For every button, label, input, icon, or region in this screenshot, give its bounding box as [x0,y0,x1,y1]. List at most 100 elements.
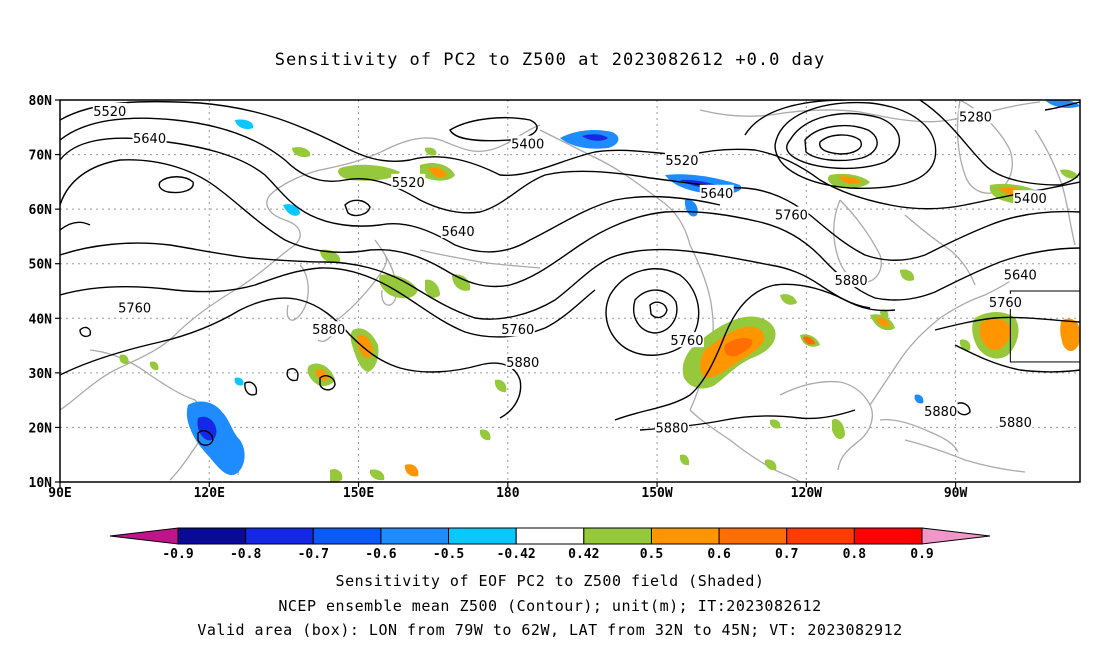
caption-line-3: Valid area (box): LON from 79W to 62W, L… [197,621,903,639]
lon-tick-label: 90E [48,486,71,501]
colorbar-tick-label: 0.6 [707,547,731,562]
contour-label-bg [958,108,993,124]
contour-labels: 5520 5640 5400 5520 5520 5640 5760 5280 5400 5640… [92,102,1048,436]
contour-label: 5760 [501,323,534,338]
colorbar-tick-label: -0.5 [433,547,464,562]
contour-5760 [60,242,771,320]
contour-label-bg [774,206,809,222]
colorbar-swatch [786,527,855,545]
cuba [879,419,959,453]
contour-label: 5760 [989,296,1022,311]
contour-small-japan-high [319,375,336,391]
contour-label: 5880 [506,356,539,371]
aleutians [419,249,541,269]
colorbar-swatch [650,527,720,545]
china-south-coast [89,349,207,481]
colorbar-left-arrow [109,527,179,545]
lat-tick-label: 10N [29,476,53,491]
negative-patch-aleutian [560,130,619,149]
colorbar-tick-label: -0.6 [365,547,396,562]
colorbar-tick-label: 0.7 [775,547,798,562]
colorbar-tick-label: 0.8 [843,547,867,562]
lat-tick-label: 30N [29,367,53,382]
contour-label: 5760 [670,334,703,349]
contour-label: 5400 [511,138,544,153]
lon-tick-label: 120E [194,486,225,501]
plot-frame [59,99,1081,483]
contour-low-canada-1 [786,112,901,170]
contour-label: 5880 [835,274,868,289]
contour-label-bg [510,135,545,151]
contour-small-asia-low [158,176,194,194]
contour-5520-east [689,148,1080,210]
contour-label: 5880 [655,421,688,436]
colorbar-swatch [515,527,585,545]
contour-label-bg [664,152,699,168]
colorbar-tick-label: -0.8 [230,547,261,562]
colorbar-swatch [312,527,382,545]
lat-tick-label: 80N [29,94,53,109]
contour-small-edge [60,221,92,338]
colorbar-swatch [448,527,517,545]
contour-label: 5520 [665,154,698,169]
colorbar-swatch [718,527,788,545]
contour-low-canada-3 [819,134,862,155]
contour-label: 5880 [999,416,1032,431]
contour-label-bg [505,353,540,369]
axes: 90E 120E 150E 180 150W 120W 90W 10N 20N 30N 40N 50N… [29,94,968,501]
korea-coast [286,264,309,321]
colorbar: -0.9 -0.8 -0.7 -0.6 -0.5 -0.42 0.42 0.5 0.6 0.7 0.… [109,527,991,562]
lon-tick-label: 180 [496,486,520,501]
na-west-coast [689,409,801,482]
contour-label-bg [655,419,689,435]
contour-label-bg [988,293,1023,309]
contour-small-sw-high [197,430,214,446]
contour-label-bg [923,403,958,419]
lon-tick-label: 150E [343,486,374,501]
colorbar-swatch [853,527,923,545]
contour-small-pac-high-1 [244,381,258,396]
contour-label: 5760 [118,301,151,316]
positive-patch-hudson [827,173,870,189]
contour-east-edge-2 [1044,101,1080,111]
positive-patch-north-america [682,316,776,389]
lat-tick-label: 70N [29,149,53,164]
contour-label: 5640 [1004,269,1037,284]
contour-label-bg [699,184,734,200]
positive-patch-siberia [292,147,455,181]
contour-label: 5400 [1014,192,1047,207]
lon-tick-label: 150W [641,486,672,501]
contour-label: 5880 [312,323,345,338]
contour-label: 5280 [959,110,992,125]
labrador [904,214,976,286]
contour-label: 5520 [392,176,425,191]
colorbar-swatch [177,527,247,545]
contour-label-bg [92,102,127,118]
contour-label-bg [441,222,476,238]
valid-area-rect [1009,290,1080,363]
contour-small-pac-high-2 [286,368,299,382]
contour-label: 5640 [133,132,166,147]
colorbar-tick-label: 0.5 [640,547,663,562]
contour-label-bg [117,299,152,315]
colorbar-tick-label: -0.42 [497,547,536,562]
contour-label-bg [1013,190,1048,206]
positive-patch-scattered [119,169,1078,482]
contour-small-nw-low [344,199,371,217]
contour-5520-west [60,100,691,177]
colorbar-swatch [380,527,450,545]
contour-label: 5640 [442,225,475,240]
contour-label: 5880 [924,405,957,420]
lat-tick-label: 50N [29,258,53,273]
kamchatka [374,239,397,306]
colorbar-tick-label: -0.7 [298,547,329,562]
contour-label-bg [998,413,1033,429]
contour-label: 5520 [93,105,126,120]
lat-tick-label: 60N [29,203,53,218]
small-blue-patches [234,100,1080,404]
lon-tick-label: 90W [944,486,968,501]
asia-coast [60,124,541,411]
contour-5280 [774,101,937,189]
contour-5520-inner [60,137,721,253]
colorbar-tick-label: 0.42 [568,547,599,562]
